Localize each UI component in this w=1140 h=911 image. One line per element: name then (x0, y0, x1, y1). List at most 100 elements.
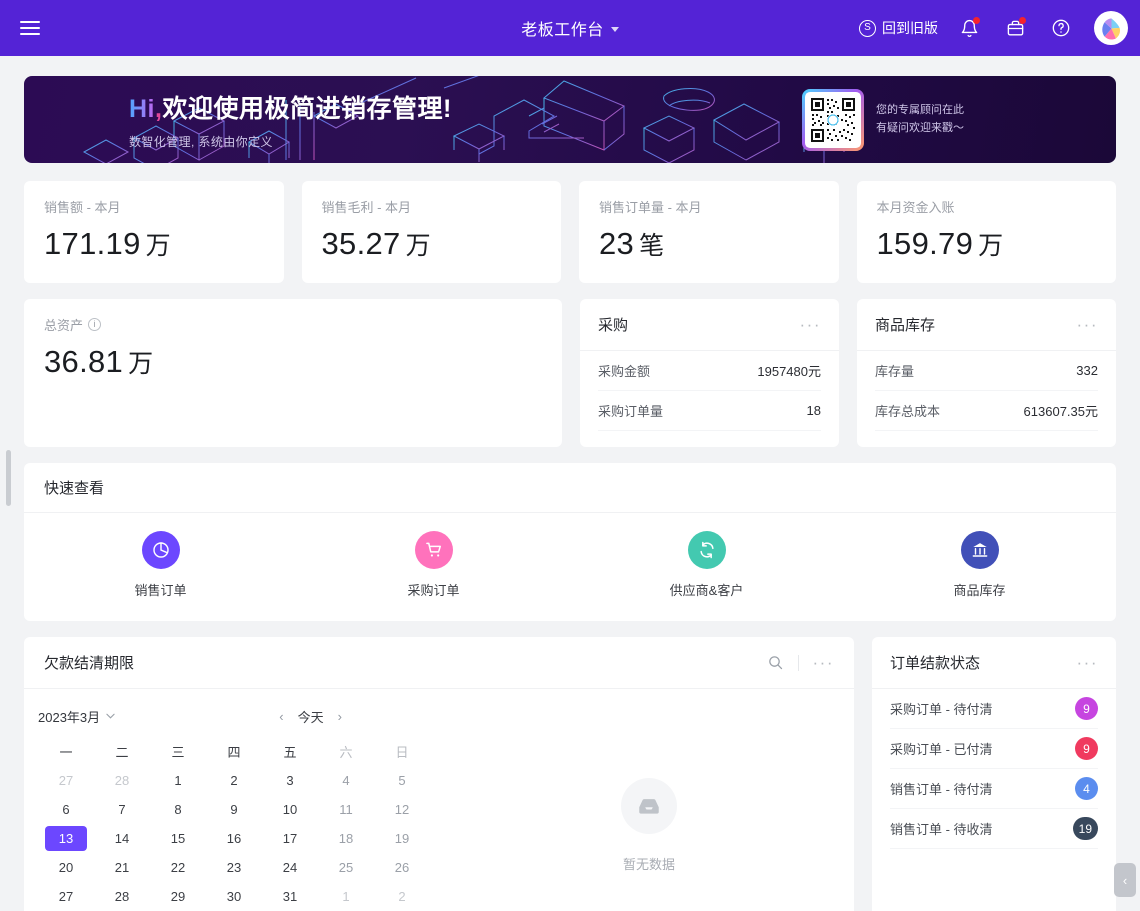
qr-note-line-1: 您的专属顾问在此 (876, 104, 964, 117)
row-value: 18 (806, 403, 821, 418)
order-status-row[interactable]: 采购订单 - 已付清 9 (890, 729, 1098, 769)
quick-item-goods-inventory[interactable]: 商品库存 (843, 531, 1116, 599)
search-icon[interactable] (767, 654, 784, 671)
calendar-day[interactable]: 3 (286, 773, 294, 788)
calendar-day-selected[interactable]: 13 (38, 824, 94, 853)
purchase-card-rows: 采购金额 1957480元 采购订单量 18 (580, 351, 839, 447)
page-content: Hi,欢迎使用极简进销存管理! 数智化管理, 系统由你定义 (0, 56, 1140, 911)
calendar-day[interactable]: 27 (58, 889, 74, 904)
shopping-cart-icon (414, 531, 453, 569)
calendar-weekday: 二 (115, 745, 129, 760)
qr-frame (802, 88, 864, 151)
workspace-switcher[interactable]: 老板工作台 (521, 16, 619, 40)
total-assets-card: 总资产 i 36.81 万 (24, 299, 562, 447)
collapse-tab-button[interactable]: ‹ (1114, 863, 1136, 897)
calendar-day[interactable]: 19 (394, 831, 410, 846)
banner-headline: Hi,欢迎使用极简进销存管理! (129, 89, 452, 125)
order-status-row[interactable]: 销售订单 - 待付清 4 (890, 769, 1098, 809)
calendar-day[interactable]: 25 (338, 860, 354, 875)
calendar-day[interactable]: 2 (398, 889, 406, 904)
banner-comma: , (155, 95, 163, 123)
calendar-day[interactable]: 27 (58, 773, 74, 788)
info-circle-icon[interactable]: i (88, 318, 102, 331)
inbox-button[interactable] (1000, 13, 1030, 43)
chevron-left-icon[interactable]: ‹ (279, 708, 284, 724)
calendar-day[interactable]: 20 (58, 860, 74, 875)
order-status-label: 采购订单 - 待付清 (890, 702, 993, 717)
banner-subtitle: 数智化管理, 系统由你定义 (129, 135, 273, 149)
purchase-card-header: 采购 ··· (580, 299, 839, 351)
order-status-rows: 采购订单 - 待付清 9 采购订单 - 已付清 9 销售订单 - 待付清 4 销售订单 - … (872, 689, 1116, 849)
calendar-day[interactable]: 9 (230, 802, 238, 817)
qr-note-line-2: 有疑问欢迎来戳～ (876, 121, 964, 134)
calendar-day[interactable]: 26 (394, 860, 410, 875)
quick-item-sales-order[interactable]: 销售订单 (24, 531, 297, 599)
calendar-day[interactable]: 28 (114, 773, 130, 788)
calendar-day[interactable]: 24 (282, 860, 298, 875)
total-assets-number: 36.81 (44, 344, 124, 379)
calendar-day[interactable]: 18 (338, 831, 354, 846)
status-badge: 19 (1072, 817, 1098, 840)
stat-value: 35.27 万 (322, 226, 542, 262)
order-status-row[interactable]: 销售订单 - 待收清 19 (890, 809, 1098, 849)
calendar-day[interactable]: 1 (174, 773, 182, 788)
stat-unit: 笔 (639, 232, 665, 260)
calendar-day[interactable]: 31 (282, 889, 298, 904)
ellipsis-icon[interactable]: ··· (1076, 315, 1098, 334)
calendar-day[interactable]: 7 (118, 802, 126, 817)
notifications-button[interactable] (954, 13, 984, 43)
total-assets-label: 总资产 (44, 318, 84, 333)
order-status-label: 采购订单 - 已付清 (890, 742, 993, 757)
calendar-weekday: 日 (395, 745, 409, 760)
ellipsis-icon[interactable]: ··· (1076, 653, 1098, 672)
total-assets-unit: 万 (128, 350, 154, 378)
calendar-day[interactable]: 21 (114, 860, 130, 875)
back-to-legacy-button[interactable]: S 回到旧版 (859, 18, 938, 38)
help-button[interactable] (1046, 13, 1076, 43)
quick-item-purchase-order[interactable]: 采购订单 (297, 531, 570, 599)
inventory-card-rows: 库存量 332 库存总成本 613607.35元 (857, 351, 1116, 447)
calendar-month-selector[interactable]: 2023年3月 (38, 707, 115, 726)
ellipsis-icon[interactable]: ··· (812, 653, 834, 672)
hamburger-icon[interactable] (20, 15, 46, 41)
page-scrollbar-track[interactable] (1132, 56, 1140, 911)
calendar-day[interactable]: 29 (170, 889, 186, 904)
calendar-day[interactable]: 22 (170, 860, 186, 875)
calendar-day[interactable]: 12 (394, 802, 410, 817)
calendar-today-button[interactable]: 今天 (297, 709, 324, 725)
quick-item-supplier-customer[interactable]: 供应商&客户 (570, 531, 843, 599)
calendar-day[interactable]: 10 (282, 802, 298, 817)
chevron-right-icon[interactable]: › (337, 708, 342, 724)
calendar-day[interactable]: 11 (339, 802, 353, 817)
calendar-day[interactable]: 17 (282, 831, 298, 846)
qr-code-icon[interactable] (805, 91, 861, 148)
calendar-day[interactable]: 8 (174, 802, 182, 817)
calendar-day[interactable]: 14 (114, 831, 130, 846)
stat-card-sales-orders: 销售订单量 - 本月 23 笔 (579, 181, 839, 283)
banner-decoration (82, 76, 846, 163)
drag-handle-icon[interactable] (6, 450, 11, 506)
calendar-day[interactable]: 23 (226, 860, 242, 875)
stat-unit: 万 (405, 232, 431, 260)
debt-settlement-card: 欠款结清期限 ··· (24, 637, 854, 911)
status-badge: 9 (1075, 697, 1098, 720)
top-bar: 老板工作台 S 回到旧版 (0, 0, 1140, 56)
calendar-day[interactable]: 2 (230, 773, 238, 788)
calendar-day[interactable]: 28 (114, 889, 130, 904)
stat-value: 171.19 万 (44, 226, 264, 262)
stat-number: 23 (599, 226, 635, 261)
calendar-weekday: 五 (283, 745, 297, 760)
calendar-day[interactable]: 30 (226, 889, 242, 904)
calendar-day[interactable]: 1 (342, 889, 350, 904)
calendar-day[interactable]: 5 (398, 773, 406, 788)
calendar-day[interactable]: 16 (226, 831, 242, 846)
order-status-card: 订单结款状态 ··· 采购订单 - 待付清 9 采购订单 - 已付清 9 销售订单 - … (872, 637, 1116, 911)
stat-number: 35.27 (321, 226, 401, 261)
ellipsis-icon[interactable]: ··· (799, 315, 821, 334)
calendar-day[interactable]: 4 (342, 773, 350, 788)
order-status-row[interactable]: 采购订单 - 待付清 9 (890, 689, 1098, 729)
avatar[interactable] (1094, 11, 1128, 45)
calendar-day[interactable]: 15 (170, 831, 186, 846)
debt-card-header: 欠款结清期限 ··· (24, 637, 854, 689)
calendar-day[interactable]: 6 (62, 802, 70, 817)
